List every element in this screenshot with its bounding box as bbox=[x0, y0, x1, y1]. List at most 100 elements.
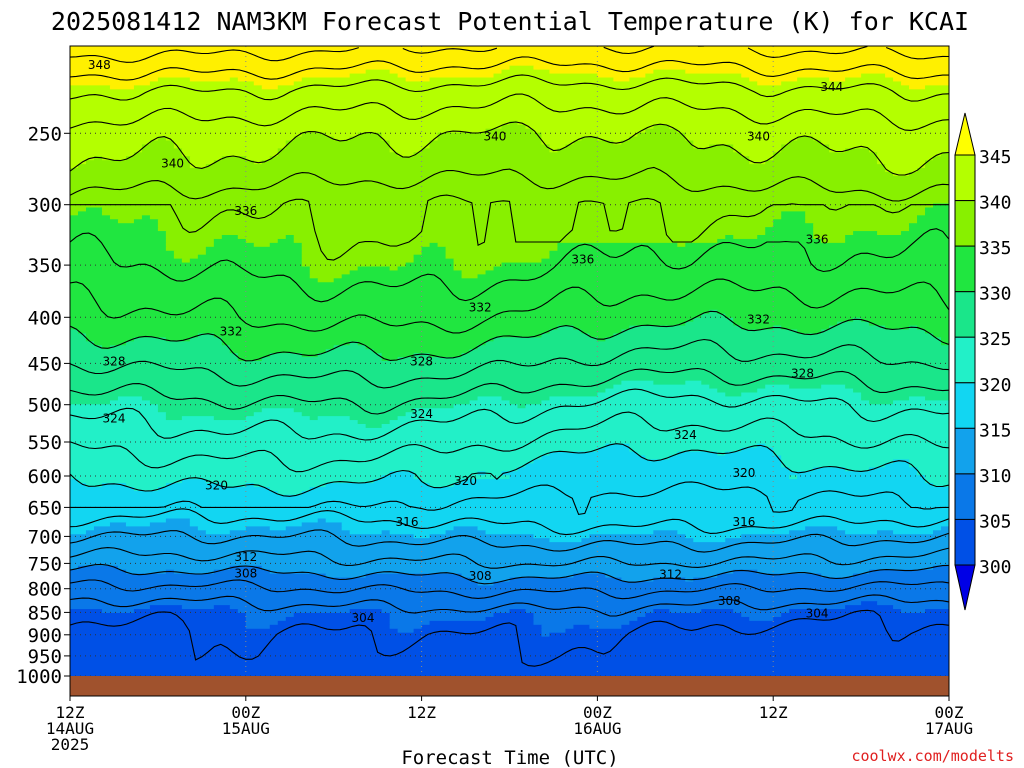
contour-label: 336 bbox=[571, 252, 594, 266]
y-axis: 2503003504004505005506006507007508008509… bbox=[16, 123, 70, 688]
contour-line-344 bbox=[70, 74, 949, 102]
contour-label: 328 bbox=[410, 355, 433, 369]
plot-frame bbox=[69, 45, 950, 697]
colorbar-label: 320 bbox=[979, 375, 1012, 396]
contour-line-316 bbox=[70, 508, 949, 536]
colorbar-under-arrow bbox=[954, 564, 976, 611]
contour-label: 340 bbox=[483, 130, 506, 144]
y-tick-label: 250 bbox=[28, 123, 62, 145]
colorbar-label: 325 bbox=[979, 329, 1012, 350]
x-tick-label: 00Z bbox=[583, 703, 612, 722]
contour-label: 332 bbox=[747, 312, 770, 326]
colorbar-label: 330 bbox=[979, 284, 1012, 305]
x-tick-label: 12Z bbox=[759, 703, 788, 722]
chart-title: 2025081412 NAM3KM Forecast Potential Tem… bbox=[51, 7, 969, 36]
x-tick-label: 12Z bbox=[407, 703, 436, 722]
contour-label: 348 bbox=[88, 58, 111, 72]
y-tick-label: 900 bbox=[28, 625, 62, 647]
credit-text: coolwx.com/modelts bbox=[851, 747, 1014, 765]
colorbar-band bbox=[954, 427, 976, 475]
contour-line-346 bbox=[70, 56, 949, 81]
x-tick-label: 00Z bbox=[935, 703, 964, 722]
colorbar-label: 305 bbox=[979, 511, 1012, 532]
contour-label: 320 bbox=[732, 466, 755, 480]
colorbar-band bbox=[954, 291, 976, 338]
contour-label: 312 bbox=[234, 550, 257, 564]
contour-label: 340 bbox=[161, 157, 184, 171]
y-tick-label: 950 bbox=[28, 646, 62, 668]
contour-line-342 bbox=[70, 93, 949, 131]
contour-label: 320 bbox=[205, 479, 228, 493]
y-tick-label: 500 bbox=[28, 395, 62, 417]
contour-line-336 bbox=[70, 194, 949, 261]
contour-label: 304 bbox=[352, 611, 375, 625]
contour-label: 324 bbox=[674, 428, 697, 442]
contour-line-306 bbox=[70, 594, 949, 617]
colorbar-band bbox=[954, 382, 976, 429]
y-tick-label: 550 bbox=[28, 432, 62, 454]
colorbar-over-arrow bbox=[954, 112, 976, 156]
contour-label: 328 bbox=[103, 355, 126, 369]
contour-labels: 348 344 340 340 340 336 336 336 332 332 332 328 328 3… bbox=[88, 58, 843, 625]
y-tick-label: 800 bbox=[28, 579, 62, 601]
contour-label: 308 bbox=[234, 567, 257, 581]
x-axis-title: Forecast Time (UTC) bbox=[401, 747, 618, 768]
y-tick-label: 850 bbox=[28, 602, 62, 624]
colorbar-label: 340 bbox=[979, 193, 1012, 214]
y-tick-label: 1000 bbox=[16, 666, 62, 688]
colorbar-band bbox=[954, 245, 976, 293]
contour-label: 324 bbox=[103, 412, 126, 426]
ground-strip bbox=[70, 676, 949, 696]
x-tick-label: 15AUG bbox=[222, 719, 270, 738]
colorbar-band bbox=[954, 154, 976, 202]
colorbar-band bbox=[954, 473, 976, 520]
y-tick-label: 650 bbox=[28, 497, 62, 519]
contour-line-340 bbox=[70, 121, 949, 176]
colorbar-label: 345 bbox=[979, 147, 1012, 168]
contour-label: 316 bbox=[732, 515, 755, 529]
contour-label: 328 bbox=[791, 367, 814, 381]
theta-contours bbox=[70, 46, 949, 667]
contour-label: 308 bbox=[469, 569, 492, 583]
y-tick-label: 450 bbox=[28, 353, 62, 375]
contour-line-334 bbox=[70, 228, 949, 303]
x-tick-label: 16AUG bbox=[573, 719, 621, 738]
colorbar-label: 335 bbox=[979, 238, 1012, 259]
contour-line-322 bbox=[70, 411, 949, 473]
contour-label: 320 bbox=[454, 474, 477, 488]
contour-label: 308 bbox=[718, 594, 741, 608]
contour-label: 324 bbox=[410, 407, 433, 421]
contour-line-308 bbox=[70, 579, 949, 600]
y-tick-label: 300 bbox=[28, 195, 62, 217]
x-tick-label: 12Z bbox=[56, 703, 85, 722]
contour-line-326 bbox=[70, 367, 949, 415]
colorbar-label: 300 bbox=[979, 557, 1012, 578]
contour-label: 312 bbox=[659, 568, 682, 582]
y-tick-label: 400 bbox=[28, 307, 62, 329]
contour-label: 304 bbox=[806, 606, 829, 620]
contour-label: 332 bbox=[220, 325, 243, 339]
colorbar-label: 310 bbox=[979, 466, 1012, 487]
contour-line-324 bbox=[70, 388, 949, 441]
colorbar-label: 315 bbox=[979, 420, 1012, 441]
contour-label: 340 bbox=[747, 130, 770, 144]
colorbar: 345 340 335 330 325 320 315 310 305 300 bbox=[954, 112, 1012, 611]
contour-label: 344 bbox=[820, 80, 843, 94]
contour-line-320 bbox=[70, 443, 949, 497]
x-tick-label: 00Z bbox=[231, 703, 260, 722]
y-tick-label: 350 bbox=[28, 255, 62, 277]
y-tick-label: 750 bbox=[28, 553, 62, 575]
x-tick-label: 14AUG bbox=[46, 719, 94, 738]
contour-line-310 bbox=[70, 563, 949, 585]
y-tick-label: 600 bbox=[28, 466, 62, 488]
contour-line-330 bbox=[70, 310, 949, 362]
contour-line-312 bbox=[70, 547, 949, 569]
contour-label: 336 bbox=[234, 204, 257, 218]
colorbar-band bbox=[954, 200, 976, 247]
theta-fill bbox=[70, 46, 949, 676]
y-tick-label: 700 bbox=[28, 526, 62, 548]
plot-grid bbox=[70, 46, 949, 676]
contour-line-318 bbox=[70, 481, 949, 516]
